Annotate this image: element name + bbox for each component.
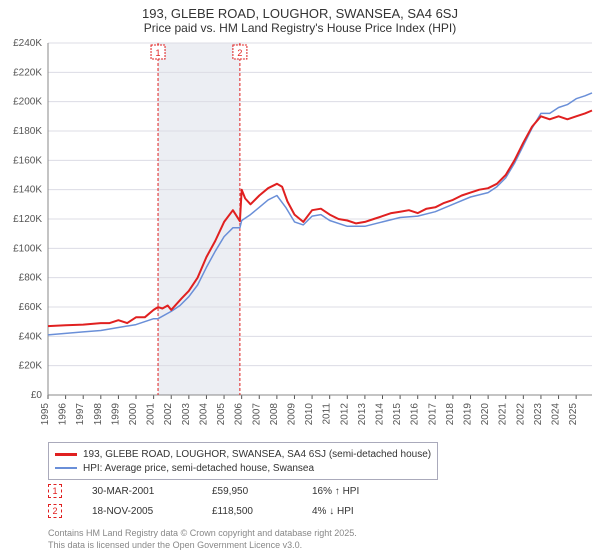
footer-line: This data is licensed under the Open Gov… xyxy=(48,540,357,552)
svg-text:1996: 1996 xyxy=(58,403,69,426)
svg-text:2013: 2013 xyxy=(357,403,368,426)
footer-line: Contains HM Land Registry data © Crown c… xyxy=(48,528,357,540)
sale-hpi-delta: 4% ↓ HPI xyxy=(312,506,354,517)
chart-container: 193, GLEBE ROAD, LOUGHOR, SWANSEA, SA4 6… xyxy=(0,0,600,560)
legend-label: HPI: Average price, semi-detached house,… xyxy=(83,463,314,474)
svg-text:£40K: £40K xyxy=(19,331,43,342)
svg-text:1999: 1999 xyxy=(110,403,121,426)
svg-text:£200K: £200K xyxy=(13,97,42,108)
svg-text:£120K: £120K xyxy=(13,214,42,225)
svg-text:2024: 2024 xyxy=(551,403,562,426)
svg-text:£220K: £220K xyxy=(13,67,42,78)
svg-text:2003: 2003 xyxy=(181,403,192,426)
sale-date: 18-NOV-2005 xyxy=(92,506,182,517)
svg-text:2018: 2018 xyxy=(445,403,456,426)
svg-text:2022: 2022 xyxy=(515,403,526,426)
marker-badge-icon: 1 xyxy=(48,484,62,498)
svg-text:2004: 2004 xyxy=(198,403,209,426)
svg-text:2012: 2012 xyxy=(339,403,350,426)
sale-date: 30-MAR-2001 xyxy=(92,486,182,497)
sale-price: £59,950 xyxy=(212,486,282,497)
svg-text:2020: 2020 xyxy=(480,403,491,426)
legend-item-price-paid: 193, GLEBE ROAD, LOUGHOR, SWANSEA, SA4 6… xyxy=(55,447,431,461)
svg-text:£180K: £180K xyxy=(13,126,42,137)
legend: 193, GLEBE ROAD, LOUGHOR, SWANSEA, SA4 6… xyxy=(48,442,438,480)
svg-text:£20K: £20K xyxy=(19,361,43,372)
svg-text:2023: 2023 xyxy=(533,403,544,426)
legend-swatch-price-paid xyxy=(55,453,77,456)
chart-title-sub: Price paid vs. HM Land Registry's House … xyxy=(0,21,600,35)
sale-price: £118,500 xyxy=(212,506,282,517)
svg-text:2005: 2005 xyxy=(216,403,227,426)
svg-text:2007: 2007 xyxy=(251,403,262,426)
svg-text:2014: 2014 xyxy=(374,403,385,426)
svg-text:2006: 2006 xyxy=(234,403,245,426)
svg-text:£140K: £140K xyxy=(13,185,42,196)
svg-text:2009: 2009 xyxy=(286,403,297,426)
svg-text:2000: 2000 xyxy=(128,403,139,426)
svg-text:£0: £0 xyxy=(31,390,43,401)
svg-text:1995: 1995 xyxy=(40,403,51,426)
attribution-footer: Contains HM Land Registry data © Crown c… xyxy=(48,528,357,551)
svg-text:2016: 2016 xyxy=(410,403,421,426)
svg-text:2017: 2017 xyxy=(427,403,438,426)
svg-text:2010: 2010 xyxy=(304,403,315,426)
svg-text:2019: 2019 xyxy=(463,403,474,426)
legend-item-hpi: HPI: Average price, semi-detached house,… xyxy=(55,461,431,475)
svg-text:2: 2 xyxy=(237,48,242,58)
svg-text:2002: 2002 xyxy=(163,403,174,426)
marker-badge-icon: 2 xyxy=(48,504,62,518)
legend-swatch-hpi xyxy=(55,467,77,469)
svg-text:£80K: £80K xyxy=(19,273,43,284)
svg-text:2001: 2001 xyxy=(146,403,157,426)
svg-text:2025: 2025 xyxy=(568,403,579,426)
sale-record-row: 2 18-NOV-2005 £118,500 4% ↓ HPI xyxy=(48,504,354,518)
svg-text:2011: 2011 xyxy=(322,403,333,425)
svg-text:2008: 2008 xyxy=(269,403,280,426)
title-area: 193, GLEBE ROAD, LOUGHOR, SWANSEA, SA4 6… xyxy=(0,0,600,35)
svg-text:£240K: £240K xyxy=(13,38,42,49)
legend-label: 193, GLEBE ROAD, LOUGHOR, SWANSEA, SA4 6… xyxy=(83,449,431,460)
svg-text:£60K: £60K xyxy=(19,302,43,313)
svg-text:1997: 1997 xyxy=(75,403,86,426)
svg-text:1: 1 xyxy=(156,48,161,58)
svg-text:2015: 2015 xyxy=(392,403,403,426)
line-chart: £0 £20K £40K £60K £80K £100K £120K £140K £160K £1… xyxy=(0,35,600,435)
sale-record-row: 1 30-MAR-2001 £59,950 16% ↑ HPI xyxy=(48,484,359,498)
svg-text:£100K: £100K xyxy=(13,243,42,254)
svg-text:£160K: £160K xyxy=(13,155,42,166)
sale-hpi-delta: 16% ↑ HPI xyxy=(312,486,359,497)
svg-text:2021: 2021 xyxy=(498,403,509,426)
chart-title-address: 193, GLEBE ROAD, LOUGHOR, SWANSEA, SA4 6… xyxy=(0,6,600,21)
svg-text:1998: 1998 xyxy=(93,403,104,426)
